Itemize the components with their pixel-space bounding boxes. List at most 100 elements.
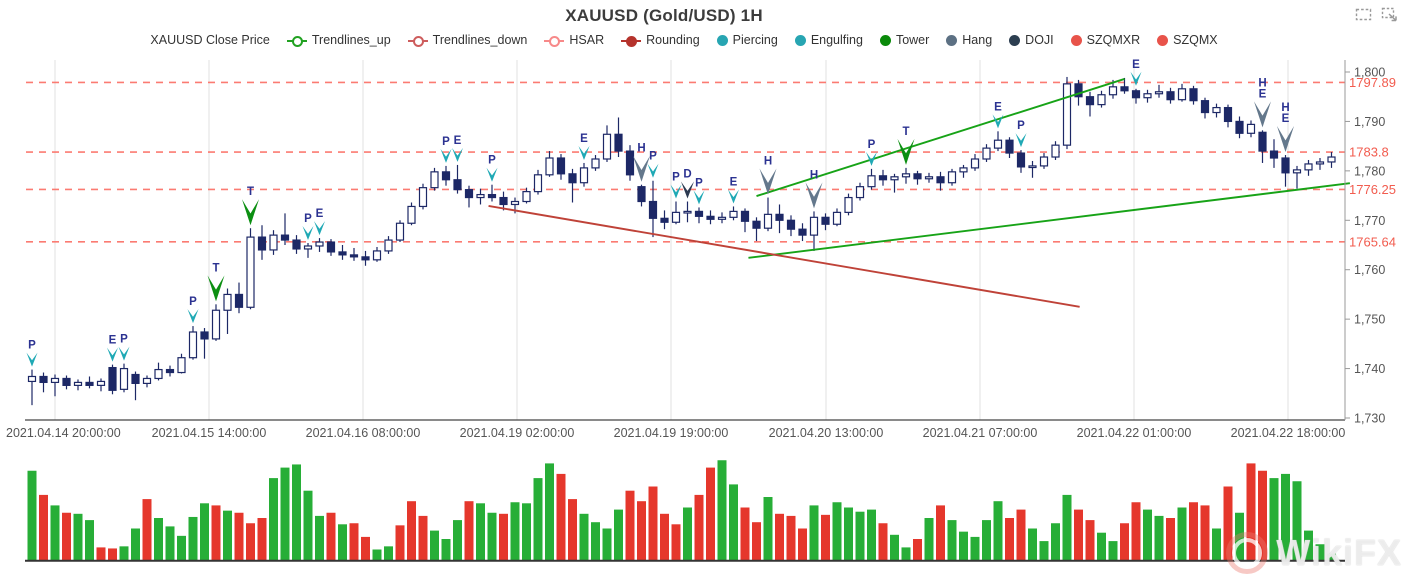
marker-letter: P [672,172,680,184]
volume-bar [1143,509,1152,560]
volume-bar [970,536,980,560]
candle [39,375,48,384]
volume-bar [453,520,462,560]
marker-arrow-piercing [486,167,498,182]
zoom-reset-icon[interactable] [1381,7,1398,22]
legend-item-szqmxr[interactable]: SZQMXR [1070,33,1140,47]
legend-line-icon [544,35,565,47]
y-axis-tick-label: 1,780 [1354,164,1385,178]
y-axis-tick-label: 1,800 [1354,66,1385,80]
legend-item-hsar[interactable]: HSAR [544,33,604,47]
volume-bar [671,524,681,560]
marker-letter: P [695,177,703,189]
candle [257,236,267,251]
candle [384,239,393,252]
legend-label: SZQMX [1173,33,1218,47]
candle [694,210,704,217]
legend-item-engulfing[interactable]: Engulfing [794,33,863,47]
candle [982,147,991,160]
marker-letter: E [730,176,738,188]
marker-letter: D [683,169,691,181]
axes-layer: 1,800 1,790 1,780 1,770 1,760 1,750 1,740 1,730… [6,60,1396,440]
volume-bar [844,507,853,560]
candle [430,171,439,189]
x-axis-tick-label: 2021.04.15 14:00:00 [152,426,267,440]
candle [165,368,175,374]
volume-bar [119,546,129,560]
legend-item-doji[interactable]: DOJI [1009,33,1054,47]
legend-label: Trendlines_up [311,33,391,47]
volume-bar [867,509,876,560]
marker-arrow-hang [1254,101,1271,128]
volume-bar [50,505,60,560]
volume-layer[interactable] [25,460,1345,562]
candle [361,256,370,261]
y-axis-tick-label: 1,730 [1354,412,1385,426]
candle [602,133,612,160]
marker-letter: H [1258,77,1266,89]
volume-bar [407,501,416,560]
volume-bar [303,490,313,560]
volume-bar [993,501,1003,560]
legend-item-szqmx[interactable]: SZQMX [1157,33,1218,47]
volume-bar [131,528,140,560]
candle [959,167,968,173]
candle [844,196,853,213]
candle [1108,86,1118,96]
legend-circle-icon [946,34,958,46]
candle [1005,139,1014,154]
x-axis-tick-label: 2021.04.22 01:00:00 [1077,426,1192,440]
candles-layer[interactable] [27,76,1336,406]
marker-letter: P [304,213,312,225]
candle [533,174,543,193]
volume-bar [1062,494,1072,560]
volume-bar [211,505,221,560]
candle [1212,106,1221,114]
legend-circle-icon [1009,34,1021,46]
legend-line-icon [621,35,642,47]
marker-arrow-tower [207,275,225,302]
candle [1166,91,1175,101]
legend-item-tower[interactable]: Tower [879,33,929,47]
candle [1051,144,1060,158]
legend-item-trendlines-down[interactable]: Trendlines_down [407,33,527,47]
candle [752,220,761,229]
candle [867,175,876,188]
volume-bar [901,547,911,560]
volume-bar [177,535,186,560]
volume-bar [257,518,267,560]
candle [809,216,819,236]
candle [591,158,600,169]
volume-bar [832,502,842,560]
volume-bar [269,478,278,560]
volume-bar [752,522,761,560]
legend-item-piercing[interactable]: Piercing [716,33,778,47]
candle [1131,90,1141,99]
marker-letter: E [580,133,588,145]
trendlines-layer [488,78,1351,308]
volume-bar [591,522,600,560]
volume-bar [154,518,163,560]
volume-bar [1005,518,1014,560]
y-axis-tick-label: 1,790 [1354,115,1385,129]
volume-bar [292,464,301,560]
volume-bar [96,547,106,560]
legend-item-hang[interactable]: Hang [946,33,992,47]
candle [740,210,750,222]
legend-item-rounding[interactable]: Rounding [621,33,700,47]
candle [326,241,336,253]
legend-item-trendlines-up[interactable]: Trendlines_up [286,33,391,47]
marker-arrow-engulfing [1130,71,1142,86]
hsar-lines-layer [26,81,1345,243]
marker-arrow-piercing [670,184,682,199]
candle [418,187,428,208]
area-zoom-icon[interactable] [1355,7,1372,22]
candle [832,211,842,225]
legend-item-xauusd-close-price[interactable]: XAUUSD Close Price [150,33,269,47]
volume-bar [1028,528,1037,560]
candle [1016,152,1026,168]
volume-bar [533,478,543,560]
candle [1246,123,1256,134]
